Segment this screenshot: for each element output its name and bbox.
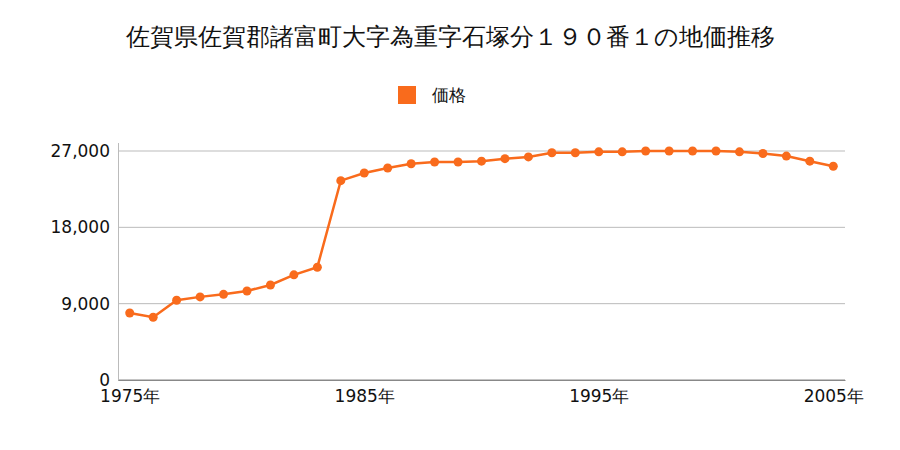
point xyxy=(735,147,744,156)
y-tick: 18,000 xyxy=(51,217,118,237)
chart: 佐賀県佐賀郡諸富町大字為重字石塚分１９０番１の地価推移価格09,00018,00… xyxy=(0,0,900,450)
point xyxy=(383,163,392,172)
plot-area xyxy=(125,147,838,322)
point xyxy=(266,281,275,290)
point xyxy=(336,176,345,185)
point xyxy=(500,154,509,163)
grid-line xyxy=(118,380,845,381)
point xyxy=(829,162,838,171)
point xyxy=(594,147,603,156)
legend-swatch xyxy=(398,86,416,104)
point xyxy=(125,308,134,317)
y-tick-label: 27,000 xyxy=(51,141,110,161)
point xyxy=(196,292,205,301)
legend-label: 価格 xyxy=(432,85,466,105)
point xyxy=(407,159,416,168)
point xyxy=(618,147,627,156)
y-tick: 9,000 xyxy=(61,294,118,314)
point xyxy=(641,147,650,156)
point xyxy=(430,158,439,167)
point xyxy=(242,286,251,295)
x-axis: 1975年 1985年 1995年 2005年 xyxy=(100,380,864,406)
grid xyxy=(118,151,845,380)
point xyxy=(313,263,322,272)
y-axis: 09,00018,00027,000 xyxy=(51,141,119,390)
point xyxy=(360,169,369,178)
series-line xyxy=(130,151,834,317)
point xyxy=(688,147,697,156)
y-tick-label: 18,000 xyxy=(51,217,110,237)
grid-line xyxy=(118,227,845,228)
x-tick: 1985年 xyxy=(335,380,395,406)
point xyxy=(712,147,721,156)
point xyxy=(219,290,228,299)
x-axis-line xyxy=(119,380,846,381)
point xyxy=(805,157,814,166)
point xyxy=(758,149,767,158)
x-tick: 1975年 xyxy=(100,380,160,406)
x-tick-label: 1985年 xyxy=(335,386,395,406)
y-tick: 27,000 xyxy=(51,141,118,161)
point xyxy=(454,158,463,167)
y-axis-line xyxy=(118,143,119,380)
x-tick: 2005年 xyxy=(804,380,864,406)
grid-line xyxy=(118,303,845,304)
point xyxy=(571,148,580,157)
y-tick-label: 9,000 xyxy=(61,294,110,314)
point xyxy=(547,148,556,157)
x-tick-label: 1995年 xyxy=(569,386,629,406)
point xyxy=(172,296,181,305)
point xyxy=(289,270,298,279)
x-tick: 1995年 xyxy=(569,380,629,406)
point xyxy=(665,147,674,156)
legend: 価格 xyxy=(398,85,466,105)
title: 佐賀県佐賀郡諸富町大字為重字石塚分１９０番１の地価推移 xyxy=(126,23,775,51)
point xyxy=(477,157,486,166)
x-tick-label: 2005年 xyxy=(804,386,864,406)
x-tick-label: 1975年 xyxy=(100,386,160,406)
point xyxy=(524,152,533,161)
point xyxy=(149,313,158,322)
point xyxy=(782,152,791,161)
